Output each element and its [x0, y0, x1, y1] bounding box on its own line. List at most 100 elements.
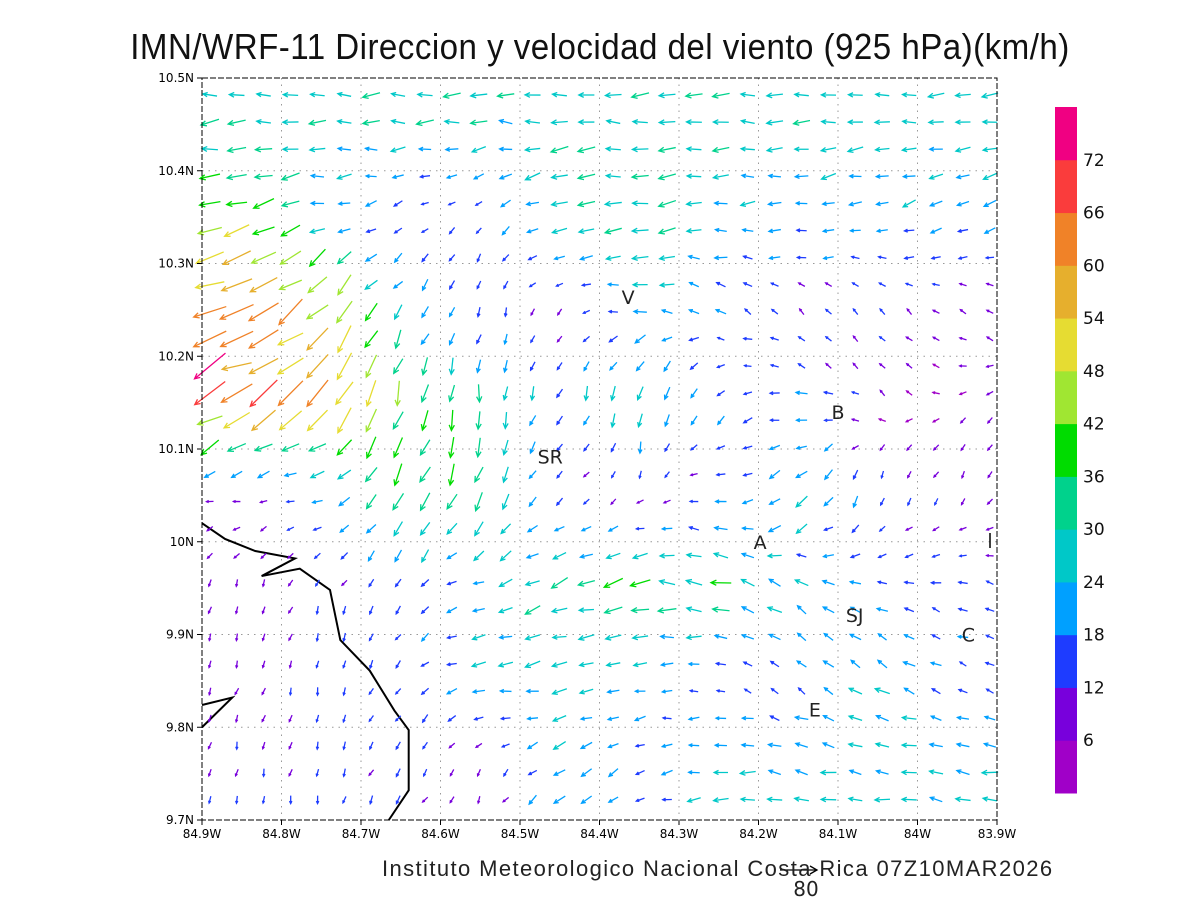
wind-arrow	[822, 390, 834, 395]
wind-arrow	[525, 553, 539, 559]
wind-vectors	[192, 91, 999, 806]
wind-arrow	[711, 146, 730, 153]
wind-arrow	[364, 200, 377, 207]
wind-arrow	[278, 298, 303, 326]
wind-arrow	[395, 768, 401, 778]
wind-arrow	[874, 92, 890, 98]
wind-arrow	[903, 687, 915, 695]
wind-arrow	[905, 362, 913, 369]
wind-arrow	[496, 92, 515, 99]
wind-arrow	[819, 146, 837, 153]
wind-arrow	[905, 336, 913, 342]
wind-arrow	[220, 278, 253, 292]
wind-arrow	[337, 407, 352, 435]
wind-arrow	[954, 796, 971, 803]
wind-arrow	[823, 443, 833, 452]
wind-arrow	[605, 552, 621, 560]
wind-arrow	[982, 199, 997, 208]
wind-arrow	[689, 362, 699, 371]
reference-arrow-head	[809, 865, 819, 875]
wind-arrow	[848, 769, 862, 776]
wind-arrow	[524, 580, 540, 587]
colorbar-swatch	[1055, 318, 1077, 372]
wind-arrow	[880, 470, 885, 480]
wind-arrow	[314, 579, 320, 588]
wind-arrow	[660, 309, 673, 314]
colorbar-swatch	[1055, 212, 1077, 266]
wind-arrow	[852, 469, 859, 481]
place-label: V	[622, 287, 635, 309]
wind-arrow	[225, 173, 247, 181]
wind-arrow	[793, 92, 809, 98]
wind-arrow	[368, 687, 374, 696]
wind-arrow	[445, 174, 458, 179]
wind-arrow	[610, 471, 616, 479]
wind-arrow	[767, 633, 781, 641]
wind-arrow	[633, 715, 646, 722]
wind-arrow	[823, 632, 834, 641]
wind-arrow	[368, 633, 374, 642]
wind-arrow	[632, 662, 648, 668]
wind-arrow	[657, 92, 676, 99]
wind-arrow	[824, 335, 832, 342]
wind-arrow	[931, 363, 940, 369]
wind-arrow	[308, 228, 326, 235]
wind-arrow	[796, 632, 807, 642]
wind-arrow	[742, 445, 753, 450]
wind-arrow	[226, 442, 247, 453]
wind-arrow	[342, 768, 346, 778]
y-tick-label: 10N	[170, 535, 194, 549]
wind-arrow	[929, 661, 942, 667]
wind-arrow	[549, 145, 569, 154]
wind-arrow	[256, 470, 270, 479]
wind-arrow	[364, 302, 378, 322]
wind-arrow	[449, 796, 455, 804]
wind-arrow	[631, 281, 648, 288]
wind-arrow	[277, 380, 304, 407]
wind-arrow	[660, 769, 673, 776]
wind-arrow	[200, 145, 218, 152]
wind-arrow	[879, 444, 886, 452]
wind-arrow	[525, 201, 540, 207]
wind-arrow	[657, 119, 676, 126]
wind-arrow	[233, 552, 240, 559]
wind-arrow	[503, 307, 508, 318]
wind-arrow	[846, 146, 864, 153]
wind-arrow	[394, 688, 402, 695]
wind-arrow	[630, 173, 649, 180]
coastline-segment	[201, 522, 410, 821]
wind-arrow	[847, 687, 863, 695]
wind-arrow	[664, 443, 671, 453]
wind-arrow	[315, 633, 320, 643]
wind-arrow	[958, 391, 967, 396]
wind-arrow	[874, 742, 890, 748]
wind-arrow	[475, 359, 482, 374]
wind-arrow	[248, 329, 279, 349]
wind-arrow	[740, 742, 755, 748]
wind-arrow	[221, 250, 251, 265]
wind-arrow	[660, 743, 673, 749]
wind-arrow	[960, 498, 966, 506]
wind-arrow	[315, 714, 320, 724]
wind-arrow	[476, 306, 481, 318]
wind-arrow	[955, 715, 970, 721]
wind-arrow	[851, 282, 859, 288]
wind-arrow	[194, 251, 224, 265]
wind-arrow	[610, 498, 617, 506]
wind-arrow	[285, 499, 295, 504]
wind-arrow	[446, 493, 458, 511]
wind-arrow	[900, 715, 917, 721]
wind-arrow	[306, 409, 328, 432]
colorbar-label: 60	[1083, 256, 1105, 276]
wind-arrow	[192, 305, 227, 319]
wind-arrow	[342, 660, 347, 670]
wind-arrow	[635, 361, 645, 372]
wind-arrow	[606, 282, 619, 287]
wind-arrow	[928, 742, 943, 748]
wind-arrow	[981, 146, 998, 153]
wind-arrow	[369, 659, 374, 670]
wind-arrow	[576, 579, 595, 587]
wind-arrow	[206, 552, 213, 560]
wind-arrow	[877, 553, 887, 559]
wind-arrow	[365, 524, 377, 534]
